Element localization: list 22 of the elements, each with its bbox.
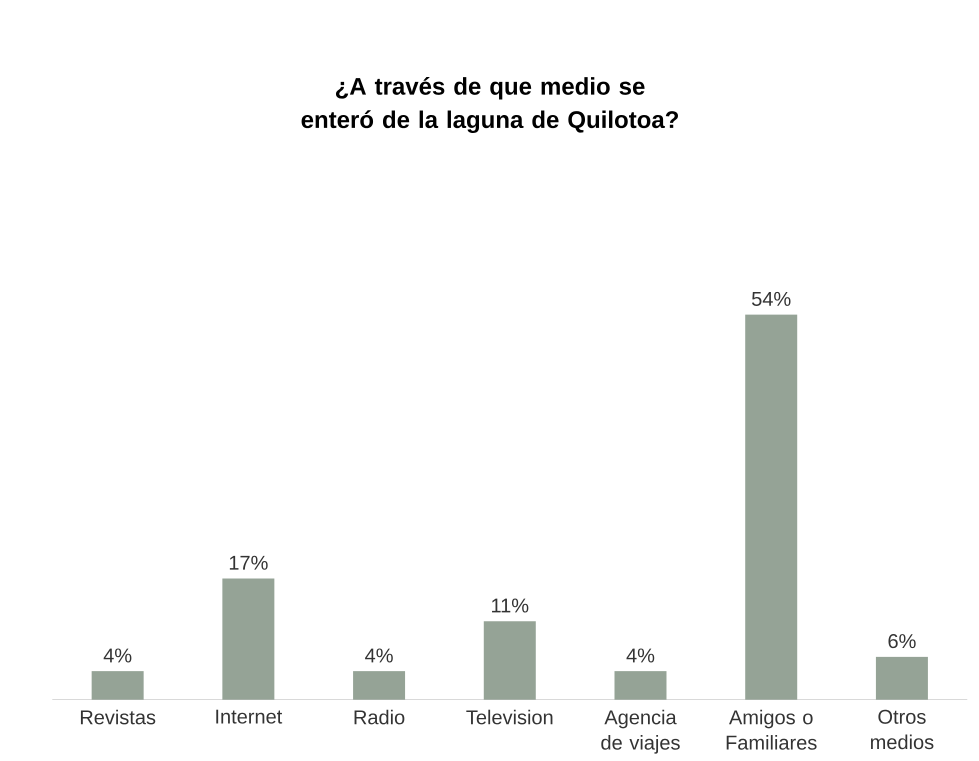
x-tick-label: Television [466,710,552,724]
data-label: 54% [752,292,790,306]
data-label: 4% [626,648,654,662]
data-label: 4% [104,648,132,662]
x-tick-label: Otros medios [871,710,934,750]
data-label: 11% [492,598,528,613]
bar [222,578,274,700]
bar [745,314,798,700]
bar [484,621,536,700]
bar [353,671,406,700]
x-tick-label: Internet [216,710,282,724]
x-tick-label: Radio [354,710,404,724]
x-tick-label: Agencia de viajes [601,710,680,754]
bar [876,656,928,700]
chart-title: ¿A través de que medio se enteró de la laguna de Quilotoa? [302,76,678,133]
data-label: 4% [365,648,393,662]
data-label: 17% [230,556,268,570]
x-tick-label: Amigos o Familiares [726,710,817,750]
data-label: 6% [888,634,916,648]
x-tick-label: Revistas [80,710,156,724]
bar [92,671,144,700]
bar [614,671,666,700]
